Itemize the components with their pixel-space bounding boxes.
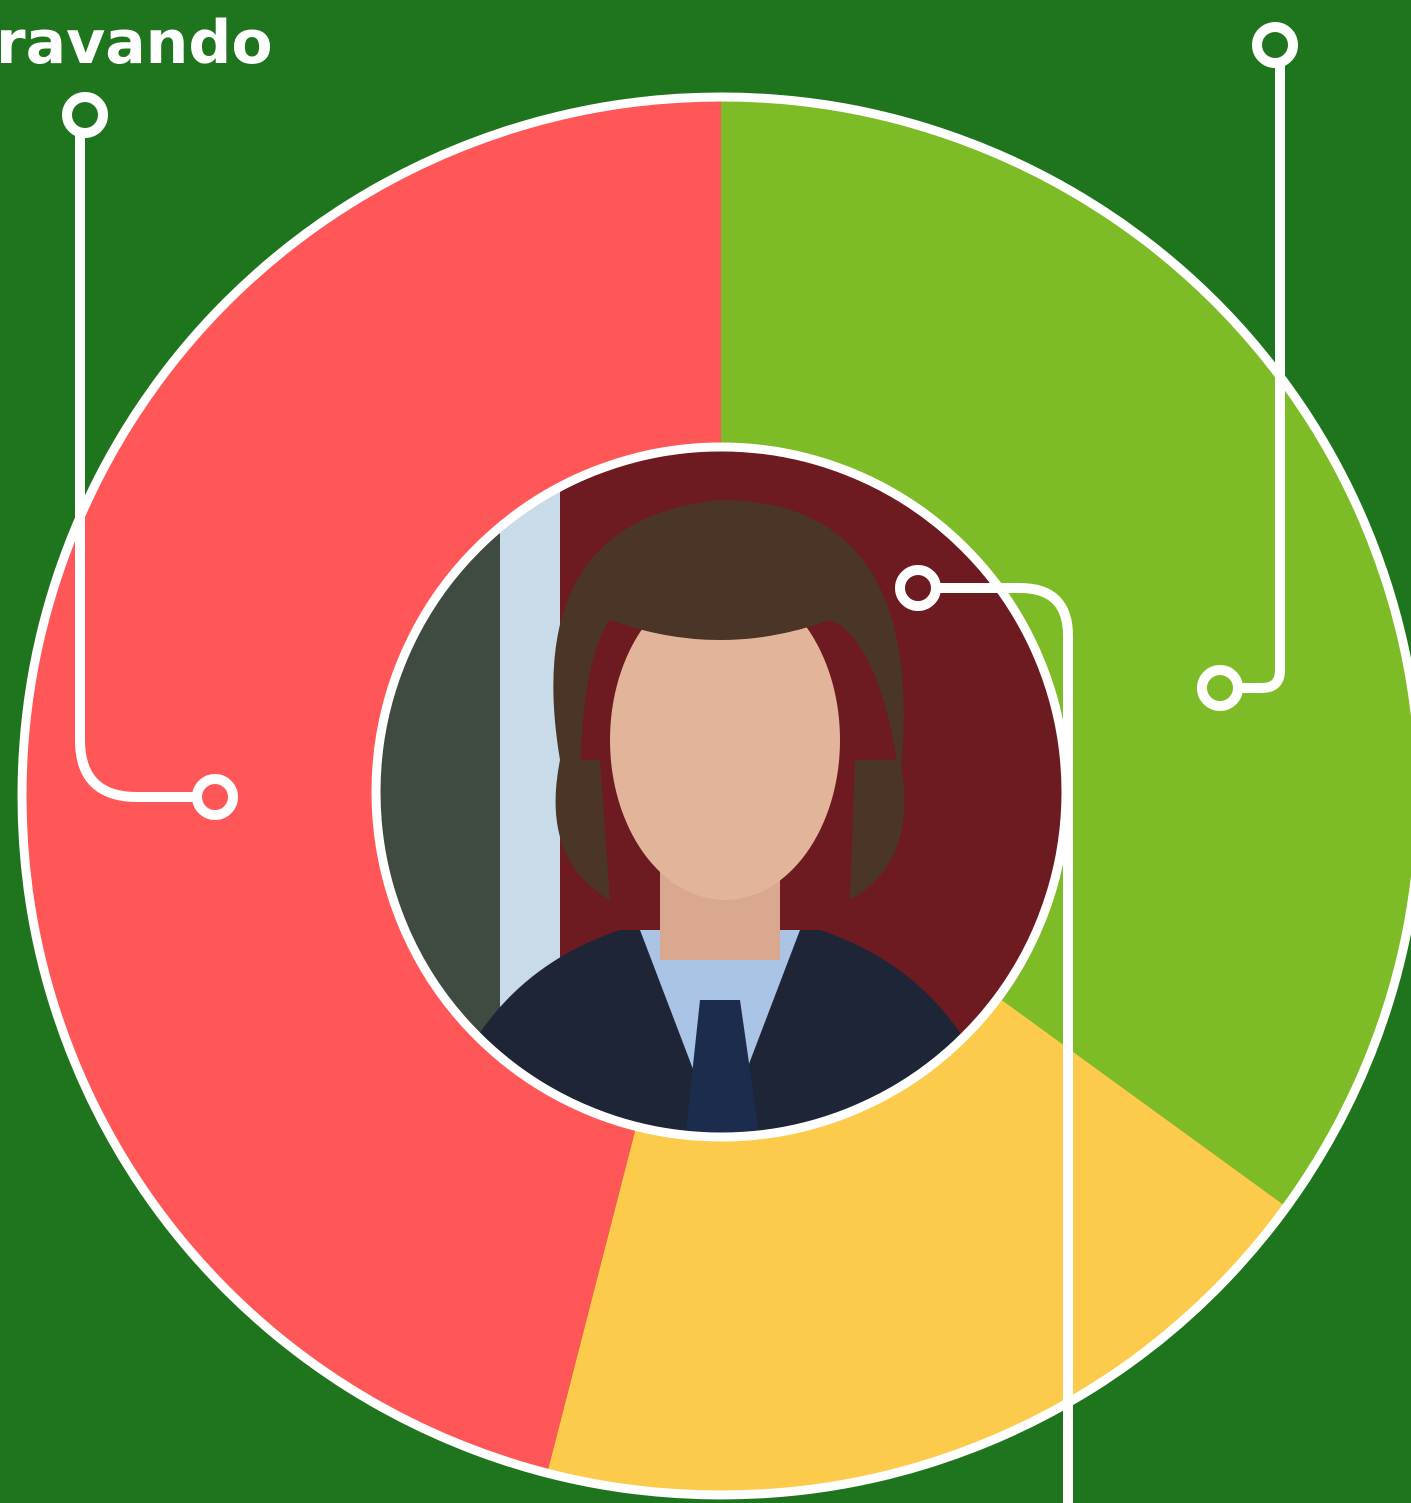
category-label: ravando — [0, 8, 273, 78]
chart: ravando — [0, 0, 1411, 1503]
